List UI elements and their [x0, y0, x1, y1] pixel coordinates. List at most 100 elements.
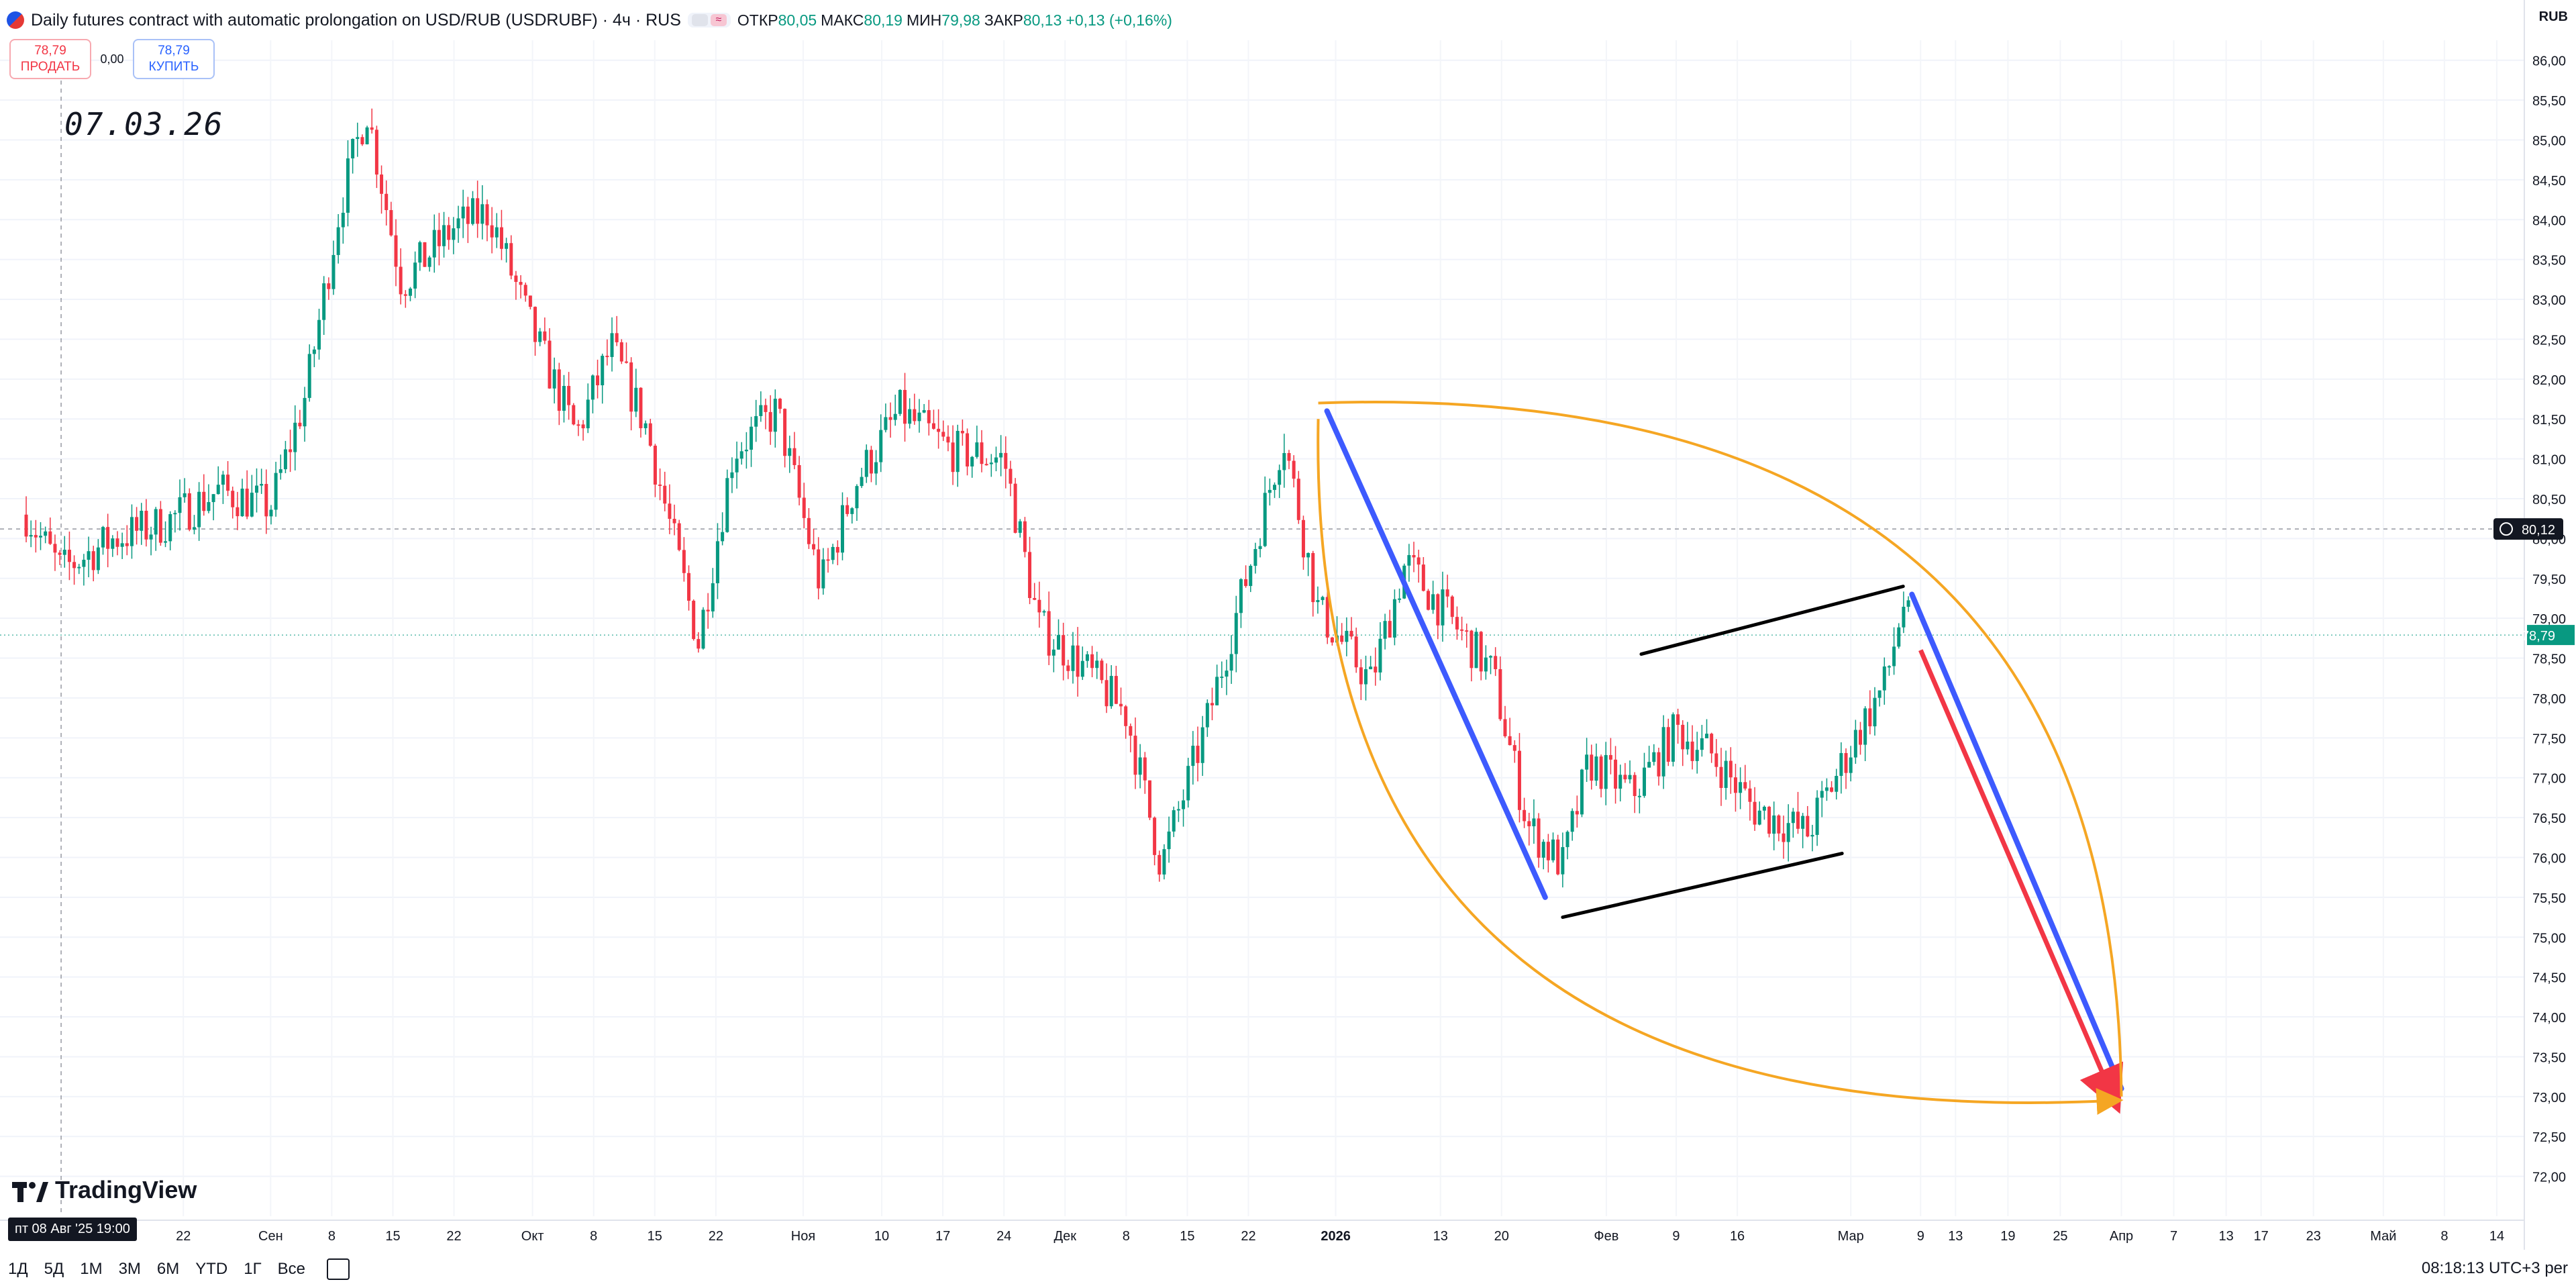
- tradingview-logo-icon: [12, 1180, 48, 1202]
- candle-body: [1345, 630, 1349, 642]
- candle-body: [1887, 666, 1891, 668]
- candle-body: [1278, 470, 1282, 485]
- range-1d[interactable]: 1Д: [8, 1259, 28, 1278]
- candle-body: [1897, 627, 1901, 647]
- candle-body: [1786, 823, 1790, 842]
- candle-body: [1835, 776, 1839, 792]
- indicator-toggle[interactable]: ≈: [687, 13, 731, 28]
- y-tick-label: 80,50: [2532, 493, 2566, 507]
- candle-body: [1143, 757, 1147, 781]
- last-price-label: 78,79: [2522, 625, 2575, 646]
- candle-body: [860, 477, 864, 487]
- candle-body: [735, 458, 739, 473]
- y-tick-label: 81,50: [2532, 413, 2566, 428]
- candle-body: [432, 230, 436, 258]
- candle-body: [1273, 485, 1277, 490]
- candle-body: [864, 450, 868, 477]
- candle-body: [96, 547, 100, 571]
- candle-body: [999, 452, 1003, 458]
- candle-body: [1460, 629, 1464, 631]
- range-3m[interactable]: 3М: [118, 1259, 141, 1278]
- candle-body: [605, 356, 609, 358]
- candle-body: [351, 139, 355, 158]
- ohlc-high: МАКС80,19: [821, 11, 903, 29]
- candle-body: [1004, 452, 1008, 469]
- candle-body: [984, 464, 988, 466]
- candle-body: [1824, 787, 1828, 791]
- candle-body: [1229, 654, 1233, 671]
- y-tick-label: 82,50: [2532, 333, 2566, 348]
- candle-body: [966, 433, 970, 467]
- candle-body: [341, 212, 345, 228]
- candle-body: [1172, 810, 1176, 832]
- x-tick-label: 13: [1948, 1229, 1963, 1244]
- candle-body: [1431, 594, 1435, 610]
- buy-button[interactable]: 78,79 КУПИТЬ: [133, 39, 215, 79]
- y-tick-label: 72,50: [2532, 1130, 2566, 1145]
- candle-body: [365, 127, 369, 144]
- candle-body: [619, 342, 623, 362]
- candle-body: [1330, 637, 1334, 643]
- candle-body: [1282, 453, 1286, 470]
- y-tick-label: 84,50: [2532, 174, 2566, 189]
- candle-body: [759, 405, 763, 416]
- candle-body: [38, 536, 42, 538]
- y-tick-label: 74,50: [2532, 971, 2566, 986]
- candle-body: [1705, 734, 1709, 738]
- candle-body: [1383, 621, 1387, 639]
- candle-body: [1306, 552, 1310, 558]
- candle-body: [178, 497, 182, 513]
- candle-body: [1810, 834, 1814, 837]
- candle-body: [937, 428, 941, 432]
- candle-body: [1906, 600, 1910, 607]
- candle-body: [1710, 734, 1714, 754]
- candle-body: [1037, 599, 1041, 613]
- candle-body: [1695, 750, 1699, 761]
- candle-body: [773, 399, 777, 432]
- symbol-title[interactable]: Daily futures contract with automatic pr…: [31, 10, 681, 30]
- candle-body: [1392, 599, 1396, 638]
- wave-icon[interactable]: ≈: [710, 14, 727, 26]
- range-5d[interactable]: 5Д: [44, 1259, 64, 1278]
- candle-body: [1205, 703, 1209, 728]
- eye-icon[interactable]: [691, 14, 708, 26]
- x-tick-label: 14: [2489, 1229, 2504, 1244]
- candle-body: [1633, 775, 1637, 796]
- timezone-clock[interactable]: 08:18:13 UTC+3 per: [2421, 1259, 2568, 1277]
- candle-body: [1071, 645, 1075, 671]
- candle-body: [1551, 839, 1555, 860]
- candle-body: [1580, 769, 1584, 815]
- range-ytd[interactable]: YTD: [195, 1259, 228, 1278]
- candle-body: [480, 204, 484, 224]
- range-1y[interactable]: 1Г: [244, 1259, 262, 1278]
- candle-body: [485, 204, 489, 226]
- x-tick-label: Фев: [1594, 1229, 1618, 1244]
- candle-body: [951, 442, 955, 473]
- chart-date-note[interactable]: 07.03.26: [64, 106, 224, 142]
- x-tick-label: Мар: [1838, 1229, 1864, 1244]
- range-all[interactable]: Все: [277, 1259, 305, 1278]
- candle-body: [461, 206, 465, 219]
- candle-body: [538, 331, 542, 342]
- range-1m[interactable]: 1М: [80, 1259, 103, 1278]
- y-tick-label: 77,00: [2532, 772, 2566, 787]
- calendar-icon[interactable]: [326, 1258, 350, 1280]
- sell-button[interactable]: 78,79 ПРОДАТЬ: [9, 39, 91, 79]
- candle-body: [403, 294, 407, 296]
- candle-body: [879, 430, 883, 462]
- candle-body: [927, 410, 931, 424]
- candle-body: [158, 509, 162, 543]
- candle-body: [850, 508, 854, 514]
- x-tick-label: 15: [1180, 1229, 1194, 1244]
- candle-body: [221, 475, 225, 485]
- candle-body: [394, 235, 398, 267]
- candle-body: [1138, 757, 1142, 775]
- candle-body: [841, 505, 845, 553]
- tradingview-logo[interactable]: TradingView: [12, 1176, 197, 1204]
- candle-body: [725, 478, 729, 532]
- candle-body: [29, 535, 33, 537]
- range-6m[interactable]: 6М: [156, 1259, 180, 1278]
- candle-body: [1215, 677, 1219, 705]
- currency-label[interactable]: RUB: [2538, 9, 2568, 24]
